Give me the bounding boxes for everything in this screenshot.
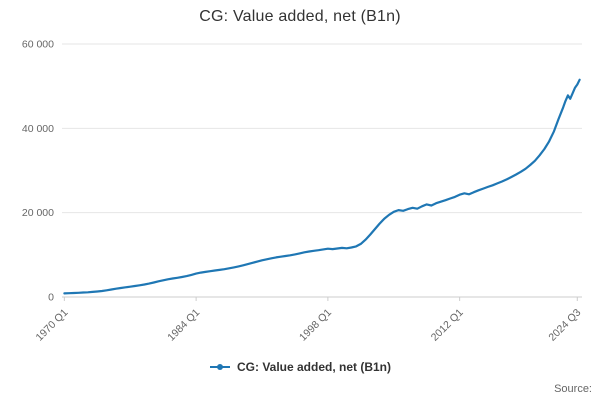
legend-item-series[interactable]: CG: Value added, net (B1n): [209, 360, 391, 374]
y-axis-tick-label: 20 000: [22, 207, 54, 219]
chart-title: CG: Value added, net (B1n): [199, 8, 401, 25]
y-axis-tick-label: 40 000: [22, 123, 54, 135]
source-label: Source:: [554, 383, 592, 395]
x-axis-tick-label: 1970 Q1: [33, 307, 70, 344]
y-axis-tick-label: 60 000: [22, 39, 54, 51]
line-chart-canvas: 0 20 000 40 000 60 000 1970 Q1 1984 Q1 1998 Q1…: [22, 39, 584, 344]
legend: CG: Value added, net (B1n): [0, 360, 600, 374]
series-line: [63, 78, 581, 295]
legend-line-marker-icon: [209, 362, 231, 372]
x-axis-tick-label: 2024 Q3: [546, 307, 583, 344]
x-axis-tick-label: 1998 Q1: [297, 307, 334, 344]
x-axis-tick-label: 2012 Q1: [429, 307, 466, 344]
y-axis-tick-label: 0: [48, 292, 54, 304]
legend-item-label: CG: Value added, net (B1n): [236, 360, 392, 374]
x-axis-tick-label: 1984 Q1: [165, 307, 202, 344]
